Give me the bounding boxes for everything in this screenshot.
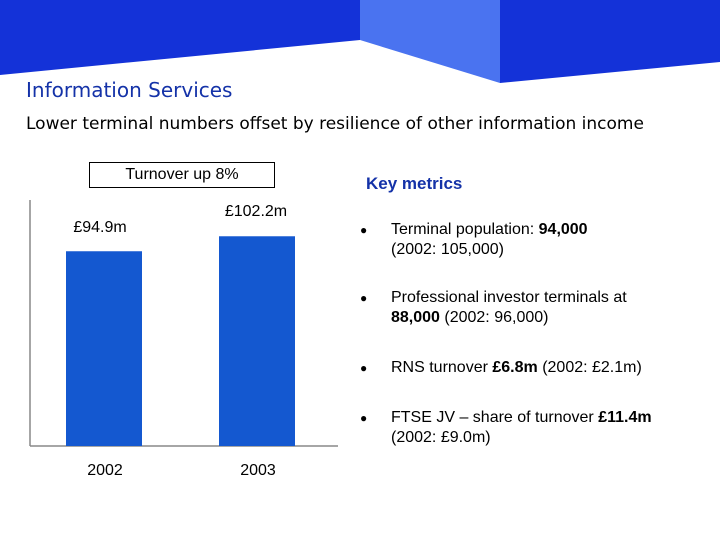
turnover-bar-chart: £94.9m 2002 £102.2m 2003 xyxy=(29,200,338,479)
key-metrics-list: ● Terminal population: 94,000 (2002: 105… xyxy=(360,220,710,448)
metric-line-2: 88,000 (2002: 96,000) xyxy=(391,309,549,326)
bullet-dot-icon: ● xyxy=(360,291,368,305)
metric-line-1: Terminal population: 94,000 xyxy=(391,221,588,238)
list-item: ● RNS turnover £6.8m (2002: £2.1m) xyxy=(360,358,710,378)
list-item: ● Professional investor terminals at 88,… xyxy=(360,288,710,328)
list-item: ● Terminal population: 94,000 (2002: 105… xyxy=(360,220,710,260)
bar-2003 xyxy=(219,236,295,446)
bar-2002 xyxy=(66,251,142,446)
x-tick-label: 2003 xyxy=(240,462,276,479)
x-tick-label: 2002 xyxy=(87,462,123,479)
metric-line-1: FTSE JV – share of turnover £11.4m xyxy=(391,409,652,426)
header-banner xyxy=(0,0,720,83)
bullet-dot-icon: ● xyxy=(360,223,368,237)
key-metrics-title: Key metrics xyxy=(366,174,463,193)
page-title: Information Services xyxy=(26,78,233,102)
metric-line-2: (2002: £9.0m) xyxy=(391,429,491,446)
turnover-note-box: Turnover up 8% xyxy=(89,162,275,188)
banner-left-shape xyxy=(0,0,360,75)
metric-line-1: RNS turnover £6.8m (2002: £2.1m) xyxy=(391,359,642,376)
metric-line-1: Professional investor terminals at xyxy=(391,289,627,306)
bullet-dot-icon: ● xyxy=(360,411,368,425)
metric-line-2: (2002: 105,000) xyxy=(391,241,504,258)
data-label-2002: £94.9m xyxy=(73,219,126,236)
data-label-2003: £102.2m xyxy=(225,203,287,220)
bullet-dot-icon: ● xyxy=(360,361,368,375)
banner-middle-shape xyxy=(360,0,500,83)
list-item: ● FTSE JV – share of turnover £11.4m (20… xyxy=(360,408,710,448)
page-subtitle: Lower terminal numbers offset by resilie… xyxy=(26,114,644,134)
banner-right-shape xyxy=(500,0,720,83)
